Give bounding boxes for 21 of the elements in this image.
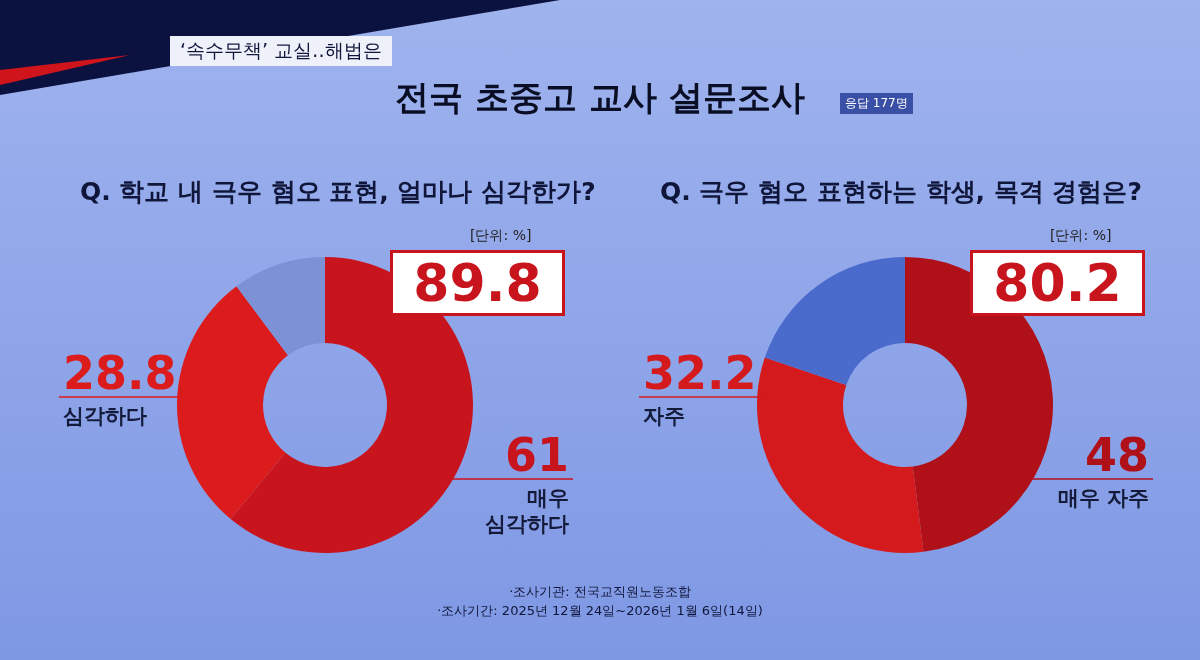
- donut-slice: [764, 257, 905, 386]
- data-label: 28.8: [63, 346, 177, 400]
- text: ·조사기간: 2025년 12월 24일~2026년 1월 6일(14일): [436, 602, 764, 620]
- chart-title: Q. 학교 내 극우 혐오 표현, 얼마나 심각한가?: [80, 176, 596, 208]
- data-label: 48: [1084, 428, 1149, 482]
- chart-title: Q. 극우 혐오 표현하는 학생, 목격 경험은?: [660, 176, 1142, 208]
- slice-label: 심각하다: [63, 404, 147, 428]
- slice-label: 자주: [643, 404, 685, 428]
- text: ‘속수무책’ 교실‥해법은: [170, 36, 392, 66]
- text: 응답 177명: [840, 93, 913, 114]
- text: 89.8: [413, 253, 542, 313]
- donut-slice: [236, 257, 325, 356]
- data-label: 61: [504, 428, 569, 482]
- slice-label: 매우 심각하다: [485, 486, 569, 536]
- text: 80.2: [993, 253, 1122, 313]
- data-label: 32.2: [643, 346, 757, 400]
- slice-label: 매우 자주: [1057, 486, 1149, 510]
- text: 전국 초중고 교사 설문조사: [395, 77, 805, 117]
- text: [단위: %]: [1050, 227, 1112, 245]
- text: ·조사기관: 전국교직원노동조합: [508, 583, 692, 601]
- text: [단위: %]: [470, 227, 532, 245]
